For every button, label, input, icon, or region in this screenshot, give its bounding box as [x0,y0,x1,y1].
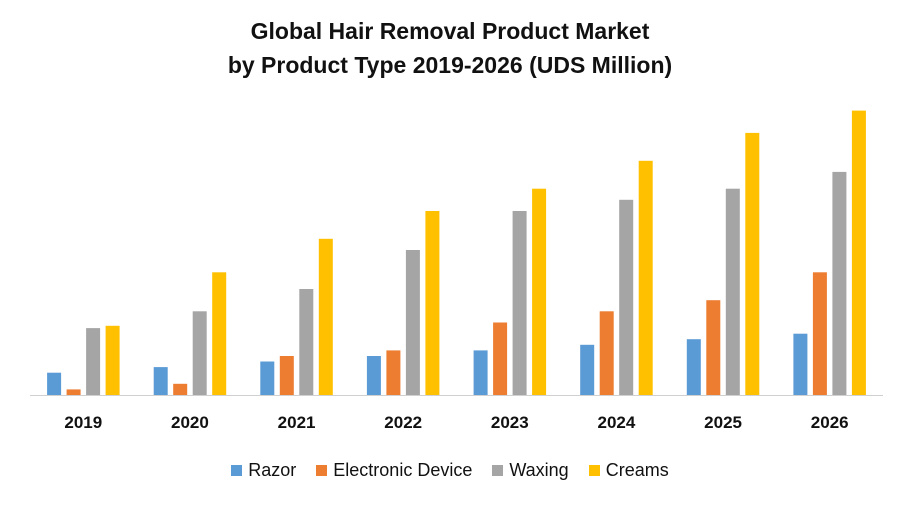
x-tick-label-2024: 2024 [597,413,635,432]
legend-swatch-creams [588,465,600,476]
bar-creams-2023 [532,188,547,395]
x-tick-label-2022: 2022 [384,413,422,432]
bar-razor-2021 [260,361,275,395]
bar-electronic-device-2025 [706,300,721,395]
bar-razor-2025 [686,339,701,395]
bar-creams-2022 [425,211,440,395]
bar-electronic-device-2026 [812,272,827,395]
bar-electronic-device-2024 [599,311,614,395]
bar-waxing-2025 [725,188,740,395]
bar-creams-2020 [212,272,227,395]
bar-creams-2019 [105,325,120,395]
x-tick-label-2025: 2025 [704,413,742,432]
legend-item-electronic-device: Electronic Device [316,460,472,481]
bar-waxing-2019 [86,328,101,395]
x-tick-label-2026: 2026 [811,413,849,432]
legend-label-waxing: Waxing [509,460,569,480]
legend-swatch-electronic-device [316,465,328,476]
bar-creams-2021 [318,238,333,395]
x-tick-label-2019: 2019 [64,413,102,432]
bar-waxing-2022 [405,250,420,395]
legend-swatch-waxing [492,465,504,476]
legend-swatch-razor [231,465,243,476]
legend-item-waxing: Waxing [492,460,569,481]
legend-label-razor: Razor [248,460,297,480]
bar-creams-2024 [638,160,653,395]
legend-label-electronic-device: Electronic Device [333,460,473,480]
bar-razor-2020 [153,367,168,395]
legend-label-creams: Creams [605,460,669,480]
bar-electronic-device-2021 [279,356,294,395]
bar-electronic-device-2020 [173,383,188,395]
bar-electronic-device-2019 [66,389,81,395]
bar-electronic-device-2023 [493,322,508,395]
bar-waxing-2020 [192,311,207,395]
bar-waxing-2023 [512,211,527,395]
x-tick-label-2021: 2021 [278,413,316,432]
bar-waxing-2024 [619,199,634,395]
x-tick-label-2023: 2023 [491,413,529,432]
x-tick-label-2020: 2020 [171,413,209,432]
bar-razor-2024 [580,344,595,395]
legend: Razor Electronic Device Waxing Creams [0,460,900,481]
chart-title-line1: Global Hair Removal Product Market [250,18,650,44]
legend-item-razor: Razor [231,460,296,481]
bar-chart: 2019 2020 2021 2022 2023 2024 2025 2026 [30,110,883,432]
legend-item-creams: Creams [588,460,669,481]
bar-razor-2022 [366,356,381,395]
bar-waxing-2021 [299,289,314,395]
bar-razor-2019 [47,372,62,395]
bar-creams-2026 [851,110,866,395]
bar-waxing-2026 [832,171,847,395]
bar-razor-2026 [793,333,808,395]
chart-title-line2: by Product Type 2019-2026 (UDS Million) [227,52,673,78]
bar-electronic-device-2022 [386,350,401,395]
chart-title: Global Hair Removal Product Market by Pr… [0,14,900,82]
bar-razor-2023 [473,350,488,395]
bar-creams-2025 [745,132,760,395]
